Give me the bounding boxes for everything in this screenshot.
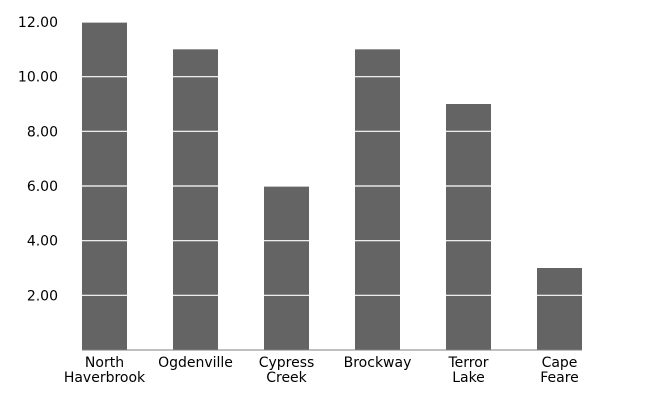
x-tick-label: Cape Feare bbox=[540, 355, 579, 386]
x-tick-label-line: Lake bbox=[452, 370, 485, 386]
bar bbox=[355, 49, 400, 350]
y-tick-label: 2.00 bbox=[27, 288, 58, 304]
y-tick-label: 10.00 bbox=[18, 70, 58, 86]
y-tick-label: 4.00 bbox=[27, 234, 58, 250]
x-tick-label-line: Cape bbox=[542, 355, 578, 371]
y-tick-label: 8.00 bbox=[27, 124, 58, 140]
x-tick-label: Brockway bbox=[344, 355, 412, 371]
gridlines-group bbox=[82, 21, 582, 296]
bar bbox=[173, 49, 218, 350]
bars-group bbox=[82, 22, 582, 350]
x-tick-label: Cypress Creek bbox=[259, 355, 315, 386]
bar bbox=[264, 186, 309, 350]
x-tick-label: North Haverbrook bbox=[64, 355, 146, 386]
y-tick-label: 6.00 bbox=[27, 179, 58, 195]
y-tick-labels-group: 2.00 4.00 6.00 8.00 10.00 12.00 bbox=[18, 15, 58, 304]
x-tick-label-line: Haverbrook bbox=[64, 370, 146, 386]
bar bbox=[537, 268, 582, 350]
x-tick-label-line: Ogdenville bbox=[158, 355, 233, 371]
x-tick-label-line: Brockway bbox=[344, 355, 412, 371]
x-tick-label: Terror Lake bbox=[447, 355, 488, 386]
x-tick-label-line: Creek bbox=[266, 370, 307, 386]
x-tick-label-line: Feare bbox=[540, 370, 579, 386]
x-tick-label-line: Terror bbox=[447, 355, 488, 371]
x-tick-label-line: North bbox=[85, 355, 124, 371]
bar bbox=[446, 104, 491, 350]
x-tick-labels-group: North Haverbrook Ogdenville Cypress Creek Bro… bbox=[64, 355, 579, 386]
y-tick-label: 12.00 bbox=[18, 15, 58, 31]
x-tick-label: Ogdenville bbox=[158, 355, 233, 371]
x-tick-label-line: Cypress bbox=[259, 355, 315, 371]
